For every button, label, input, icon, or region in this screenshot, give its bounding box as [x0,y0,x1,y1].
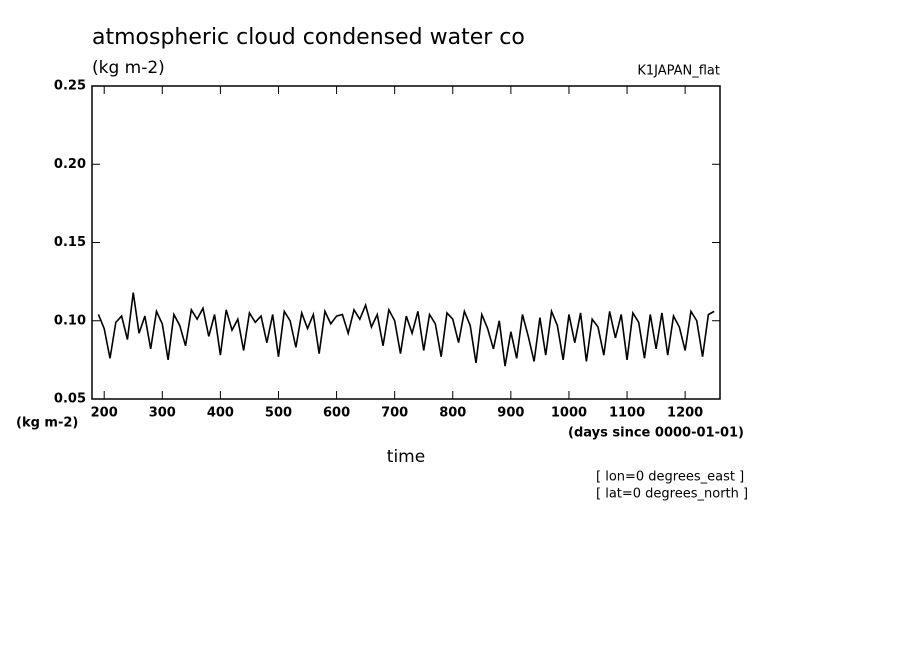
x-tick-label: 300 [149,406,176,421]
y-unit: (kg m-2) [16,416,78,431]
y-tick-label: 0.15 [54,235,86,250]
x-tick-label: 700 [381,406,408,421]
y-tick-label: 0.25 [54,79,86,94]
x-tick-label: 200 [91,406,118,421]
x-unit: (days since 0000-01-01) [568,426,744,441]
y-tick-label: 0.10 [54,313,86,328]
x-tick-label: 800 [439,406,466,421]
y-tick-label: 0.20 [54,157,86,172]
y-tick-label: 0.05 [54,392,86,407]
subtitle: (kg m-2) [92,58,165,78]
chart-title: atmospheric cloud condensed water co [92,25,525,50]
note: [ lon=0 degrees_east ] [596,470,744,485]
x-tick-label: 500 [265,406,292,421]
x-tick-label: 1200 [667,406,703,421]
data-line [97,292,715,367]
note: [ lat=0 degrees_north ] [596,487,748,502]
x-axis-label: time [387,447,425,467]
x-tick-label: 600 [323,406,350,421]
x-tick-label: 900 [497,406,524,421]
dataset-label: K1JAPAN_flat [637,64,720,79]
x-tick-label: 400 [207,406,234,421]
x-tick-label: 1100 [609,406,645,421]
x-tick-label: 1000 [551,406,587,421]
